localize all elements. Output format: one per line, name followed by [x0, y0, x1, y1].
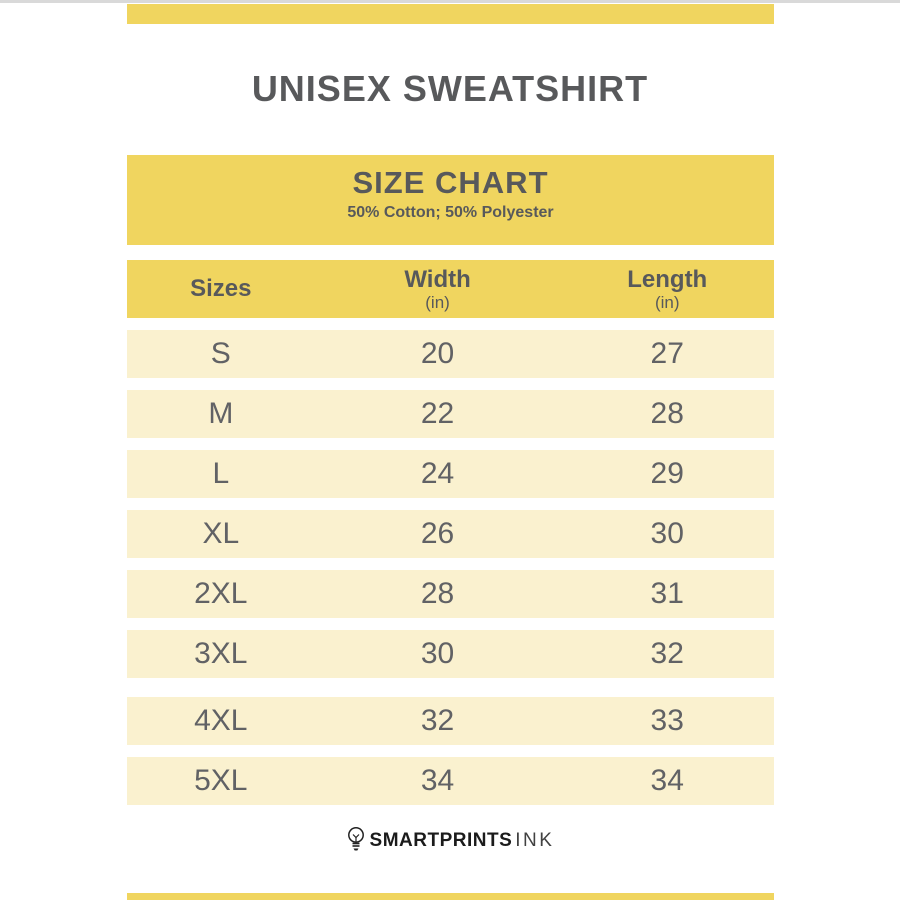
cell-width: 26 [420, 517, 455, 550]
cell-size: XL [202, 517, 240, 550]
cell-width: 22 [420, 397, 455, 430]
size-chart-heading: SIZE CHART [352, 165, 549, 200]
lightbulb-icon [346, 825, 366, 858]
column-label: Length [627, 265, 708, 293]
cell-size: 5XL [194, 764, 248, 797]
cell-length: 32 [650, 637, 684, 670]
column-label: Sizes [190, 275, 252, 302]
size-table-body: S 20 27 M 22 28 L 24 29 XL 26 30 2XL 28 … [127, 330, 774, 817]
table-row: L 24 29 [127, 450, 774, 498]
cell-size: 3XL [194, 637, 248, 670]
table-row: 5XL 34 34 [127, 757, 774, 805]
size-chart-banner: SIZE CHART 50% Cotton; 50% Polyester [127, 155, 774, 245]
column-unit: (in) [425, 292, 450, 312]
table-row: 2XL 28 31 [127, 570, 774, 618]
brand-footer: SMARTPRINTS INK [0, 824, 900, 858]
cell-width: 24 [420, 457, 455, 490]
cell-width: 32 [420, 704, 455, 737]
column-header-sizes: Sizes [127, 260, 315, 318]
column-header-length: Length (in) [560, 260, 774, 318]
table-row: 3XL 30 32 [127, 630, 774, 678]
cell-size: M [208, 397, 234, 430]
cell-size: 2XL [194, 577, 248, 610]
cell-size: 4XL [194, 704, 248, 737]
brand-name-light: INK [515, 830, 555, 851]
cell-length: 29 [650, 457, 684, 490]
cell-length: 30 [650, 517, 684, 550]
top-divider-line [0, 0, 900, 3]
column-unit: (in) [654, 292, 680, 312]
table-row: 4XL 32 33 [127, 697, 774, 745]
cell-width: 30 [420, 637, 455, 670]
column-label: Width [404, 265, 471, 293]
column-header-width: Width (in) [315, 260, 561, 318]
cell-width: 28 [420, 577, 455, 610]
table-row: M 22 28 [127, 390, 774, 438]
cell-length: 33 [650, 704, 684, 737]
table-row: XL 26 30 [127, 510, 774, 558]
cell-size: S [210, 337, 231, 370]
cell-width: 20 [420, 337, 455, 370]
brand-name-bold: SMARTPRINTS [369, 830, 513, 851]
fabric-composition-text: 50% Cotton; 50% Polyester [347, 204, 554, 221]
cell-length: 28 [650, 397, 684, 430]
cell-length: 27 [650, 337, 684, 370]
bottom-accent-bar [127, 893, 774, 900]
cell-width: 34 [420, 764, 455, 797]
top-accent-bar [127, 4, 774, 24]
cell-length: 31 [650, 577, 684, 610]
table-header-row: Sizes Width (in) Length (in) [127, 260, 774, 318]
cell-length: 34 [650, 764, 684, 797]
table-row: S 20 27 [127, 330, 774, 378]
page-title: UNISEX SWEATSHIRT [251, 68, 649, 109]
cell-size: L [212, 457, 230, 490]
